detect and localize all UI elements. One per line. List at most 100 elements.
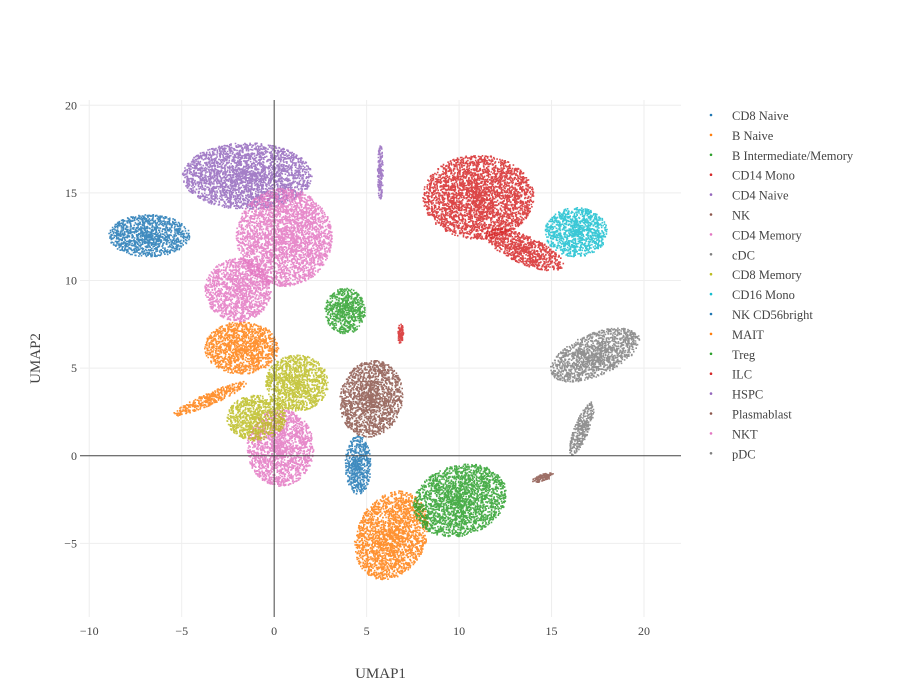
cluster-6-0 xyxy=(235,187,333,287)
legend-marker xyxy=(709,153,713,157)
legend-label: NK CD56bright xyxy=(732,308,813,322)
x-axis-title: UMAP1 xyxy=(355,666,406,682)
legend-item[interactable]: Plasmablast xyxy=(709,408,793,422)
legend-label: B Naive xyxy=(732,129,774,143)
series-cd8-naive xyxy=(108,214,372,495)
cluster-1-1 xyxy=(173,380,247,417)
cluster-6-2 xyxy=(246,408,315,487)
legend-marker xyxy=(709,352,713,356)
legend-label: ILC xyxy=(732,368,752,382)
legend-marker xyxy=(709,133,713,137)
legend-item[interactable]: Treg xyxy=(709,348,756,362)
cluster-8-1 xyxy=(226,394,287,442)
legend-label: CD4 Memory xyxy=(732,228,803,242)
legend-item[interactable]: B Naive xyxy=(709,129,774,143)
y-tick-label: 5 xyxy=(71,361,77,375)
legend-item[interactable]: NK xyxy=(709,209,750,223)
y-tick-label: 20 xyxy=(65,98,77,112)
legend-item[interactable]: CD4 Naive xyxy=(709,189,789,203)
legend-item[interactable]: CD8 Naive xyxy=(709,109,789,123)
y-tick-label: −5 xyxy=(64,536,77,550)
legend-label: pDC xyxy=(732,447,756,461)
series-b-intermediate-memory xyxy=(324,287,507,538)
cluster-3-2 xyxy=(397,323,405,344)
legend-label: cDC xyxy=(732,248,755,262)
legend-item[interactable]: NK CD56bright xyxy=(709,308,814,322)
series-cd14-mono xyxy=(397,155,565,344)
legend-marker xyxy=(709,392,713,395)
legend-marker xyxy=(709,412,713,415)
series-b-naive xyxy=(173,321,429,581)
zero-lines xyxy=(80,100,681,617)
x-tick-label: 20 xyxy=(638,624,650,638)
legend-marker xyxy=(709,292,713,296)
legend-item[interactable]: ILC xyxy=(709,368,752,382)
cluster-1-0 xyxy=(204,321,280,375)
cluster-2-1 xyxy=(412,463,507,538)
x-tick-labels: −10 −5 0 5 10 15 20 xyxy=(80,624,650,638)
legend-item[interactable]: cDC xyxy=(709,248,755,262)
series-cd8-memory xyxy=(226,354,329,442)
legend-marker xyxy=(709,312,713,316)
cluster-5-1 xyxy=(532,472,554,483)
legend-item[interactable]: HSPC xyxy=(709,388,764,402)
legend-marker xyxy=(709,452,713,455)
legend-item[interactable]: pDC xyxy=(709,447,756,461)
cluster-1-2 xyxy=(353,490,429,581)
cluster-7-0 xyxy=(550,327,641,383)
cluster-0-1 xyxy=(344,435,372,495)
cluster-6-1 xyxy=(204,257,272,323)
cluster-9-0 xyxy=(544,207,608,258)
y-axis-title: UMAP2 xyxy=(28,333,44,384)
legend-label: Treg xyxy=(732,348,756,362)
legend-marker xyxy=(709,432,713,435)
legend-item[interactable]: NKT xyxy=(709,427,758,441)
legend-item[interactable]: B Intermediate/Memory xyxy=(709,149,854,163)
legend-label: CD14 Mono xyxy=(732,169,795,183)
legend-label: NKT xyxy=(732,427,758,441)
legend-marker xyxy=(709,272,713,276)
x-tick-label: 10 xyxy=(453,624,465,638)
series-cdc xyxy=(550,327,641,456)
legend-label: B Intermediate/Memory xyxy=(732,149,854,163)
legend-marker xyxy=(709,332,713,336)
y-tick-label: 10 xyxy=(65,274,77,288)
x-tick-label: 0 xyxy=(271,624,277,638)
x-tick-label: −5 xyxy=(175,624,188,638)
legend-item[interactable]: CD14 Mono xyxy=(709,169,795,183)
x-tick-label: −10 xyxy=(80,624,99,638)
legend-label: Plasmablast xyxy=(732,408,792,422)
x-tick-label: 5 xyxy=(364,624,370,638)
legend-item[interactable]: CD16 Mono xyxy=(709,288,795,302)
x-tick-label: 15 xyxy=(546,624,558,638)
legend-label: CD8 Memory xyxy=(732,268,803,282)
cluster-8-0 xyxy=(265,354,329,412)
cluster-3-1 xyxy=(485,227,565,272)
legend-marker xyxy=(709,113,713,117)
series-cd16-mono xyxy=(544,207,608,258)
legend-item[interactable]: CD4 Memory xyxy=(709,228,803,242)
cluster-0-0 xyxy=(108,214,191,258)
legend-label: CD8 Naive xyxy=(732,109,789,123)
grid-lines xyxy=(80,100,681,617)
y-tick-label: 0 xyxy=(71,449,77,463)
legend-item[interactable]: MAIT xyxy=(709,328,765,342)
legend-marker xyxy=(709,253,713,256)
legend[interactable]: CD8 Naive B Naive B Intermediate/Memory CD1… xyxy=(709,109,854,461)
cluster-2-0 xyxy=(324,287,366,335)
y-tick-labels: −5 0 5 10 15 20 xyxy=(64,98,77,550)
y-tick-label: 15 xyxy=(65,186,77,200)
legend-marker xyxy=(709,233,713,236)
legend-label: NK xyxy=(732,209,750,223)
cluster-5-0 xyxy=(339,360,404,438)
series-cd4-naive xyxy=(181,142,384,210)
cluster-7-1 xyxy=(569,401,595,456)
legend-label: CD16 Mono xyxy=(732,288,795,302)
legend-label: CD4 Naive xyxy=(732,189,789,203)
cluster-3-0 xyxy=(422,155,535,240)
series-nk xyxy=(339,360,554,483)
legend-item[interactable]: CD8 Memory xyxy=(709,268,803,282)
legend-marker xyxy=(709,372,713,376)
cluster-4-0 xyxy=(181,142,313,210)
